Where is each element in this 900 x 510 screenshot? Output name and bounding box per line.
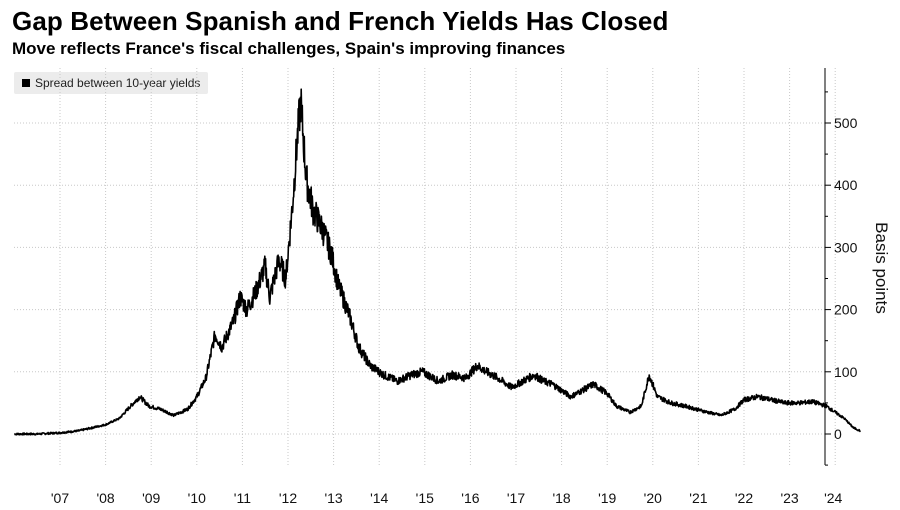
x-tick-label: '08 bbox=[96, 490, 114, 506]
axis-layer: 0 100 200 300 400 500 '07 '08 '09 '10 '11 '12 '13 '14… bbox=[51, 68, 858, 506]
y-tick-label: 500 bbox=[834, 115, 858, 131]
y-tick-label: 300 bbox=[834, 239, 858, 255]
y-tick-label: 400 bbox=[834, 177, 858, 193]
x-tick-label: '13 bbox=[324, 490, 342, 506]
x-tick-label: '20 bbox=[644, 490, 662, 506]
x-tick-label: '21 bbox=[689, 490, 707, 506]
x-tick-label: '23 bbox=[780, 490, 798, 506]
y-axis-label: Basis points bbox=[872, 222, 891, 314]
grid-layer bbox=[14, 68, 836, 465]
legend-swatch bbox=[22, 79, 30, 87]
chart-title: Gap Between Spanish and French Yields Ha… bbox=[12, 6, 669, 36]
x-tick-label: '17 bbox=[507, 490, 525, 506]
y-tick-label: 100 bbox=[834, 364, 858, 380]
series-layer bbox=[14, 88, 861, 436]
y-tick-label: 0 bbox=[834, 426, 842, 442]
x-tick-label: '09 bbox=[142, 490, 160, 506]
x-tick-label: '24 bbox=[824, 490, 842, 506]
x-tick-label: '18 bbox=[552, 490, 570, 506]
y-tick-label: 200 bbox=[834, 302, 858, 318]
x-tick-label: '22 bbox=[735, 490, 753, 506]
x-tick-label: '16 bbox=[461, 490, 479, 506]
x-tick-label: '19 bbox=[598, 490, 616, 506]
chart-subtitle: Move reflects France's fiscal challenges… bbox=[12, 39, 566, 58]
x-tick-label: '14 bbox=[370, 490, 388, 506]
x-tick-label: '10 bbox=[188, 490, 206, 506]
series-line bbox=[14, 88, 861, 436]
x-tick-label: '11 bbox=[234, 490, 251, 506]
x-tick-label: '12 bbox=[279, 490, 297, 506]
legend-label: Spread between 10-year yields bbox=[35, 76, 201, 90]
legend: Spread between 10-year yields bbox=[14, 72, 209, 94]
x-tick-label: '07 bbox=[51, 490, 69, 506]
x-tick-label: '15 bbox=[416, 490, 434, 506]
